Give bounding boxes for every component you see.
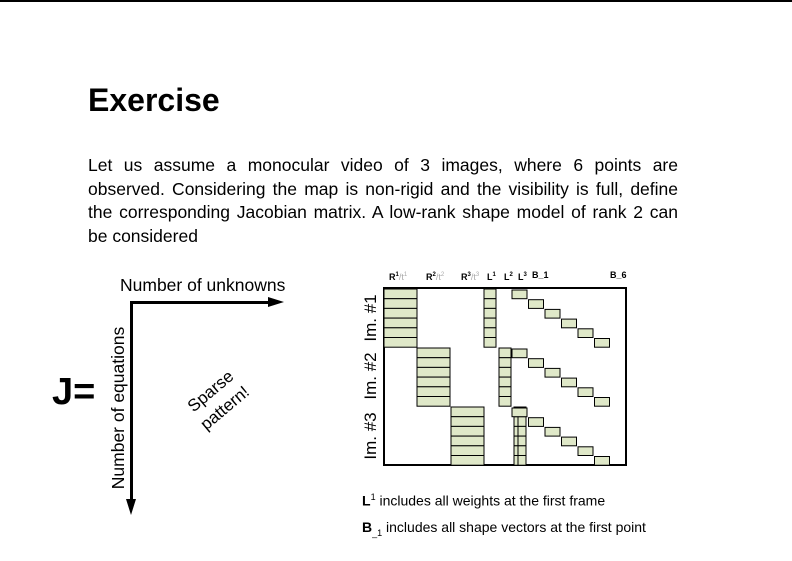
shape-block-cell: [561, 377, 577, 388]
weight-block-cell: [517, 425, 527, 437]
pose-block-cell: [383, 327, 418, 338]
shape-block-cell: [544, 308, 561, 319]
pose-block-cell: [416, 357, 451, 368]
unknowns-axis: [130, 301, 270, 304]
equations-arrow-icon: [126, 499, 136, 515]
note-b1: B_1 includes all shape vectors at the fi…: [362, 519, 646, 538]
pose-block-cell: [383, 298, 418, 309]
weight-block-cell: [498, 357, 512, 368]
shape-block-cell: [528, 358, 544, 368]
pose-block-cell: [416, 347, 451, 359]
shape-block-cell: [594, 456, 610, 466]
col-label-l2: L2: [504, 272, 513, 282]
col-label-l3: L3: [518, 272, 527, 282]
unknowns-label: Number of unknowns: [120, 275, 286, 295]
pose-block-cell: [383, 307, 418, 319]
weight-block-cell: [498, 366, 512, 378]
weight-block-cell: [517, 435, 527, 447]
pose-block-cell: [383, 337, 418, 348]
row-label-im2: Im. #2: [361, 352, 380, 400]
weight-block-cell: [517, 455, 527, 466]
shape-block-cell: [561, 318, 577, 329]
weight-block-cell: [498, 347, 512, 359]
pose-block-cell: [450, 406, 485, 418]
matrix-frame: [383, 287, 627, 466]
shape-block-cell: [594, 397, 610, 407]
row-label-im1: Im. #1: [361, 294, 380, 342]
weight-block-cell: [483, 288, 497, 300]
equations-axis: [130, 301, 133, 501]
shape-block-cell: [511, 348, 528, 359]
weight-block-cell: [483, 307, 497, 319]
col-label-b6: B_6: [610, 270, 627, 280]
pose-block-cell: [416, 376, 451, 388]
top-rule: [0, 0, 792, 2]
pose-block-cell: [450, 435, 485, 447]
shape-block-cell: [561, 436, 577, 447]
col-label-r2-t2: R2/t2: [426, 272, 445, 282]
shape-block-cell: [577, 446, 594, 456]
col-label-r3-t3: R3/t3: [461, 272, 480, 282]
weight-block-cell: [498, 396, 512, 407]
shape-block-cell: [511, 407, 528, 418]
slide-title: Exercise: [88, 82, 220, 118]
pose-block-cell: [450, 455, 485, 466]
pose-block-cell: [450, 425, 485, 437]
pose-block-cell: [416, 366, 451, 378]
col-label-b1: B_1: [532, 270, 549, 280]
pose-block-cell: [450, 445, 485, 456]
pose-block-cell: [383, 317, 418, 329]
row-label-im3: Im. #3: [361, 412, 380, 460]
weight-block-cell: [483, 327, 497, 338]
note-l1: L1 includes all weights at the first fra…: [362, 492, 606, 509]
pose-block-cell: [450, 416, 485, 427]
matrix-blocks: [383, 288, 610, 466]
weight-block-cell: [517, 445, 527, 456]
weight-block-cell: [483, 337, 497, 348]
weight-block-cell: [517, 416, 527, 427]
pose-block-cell: [416, 396, 451, 407]
exercise-text: Let us assume a monocular video of 3 ima…: [88, 155, 678, 246]
weight-block-cell: [483, 317, 497, 329]
shape-block-cell: [544, 426, 561, 437]
weight-block-cell: [483, 298, 497, 309]
shape-block-cell: [577, 387, 594, 397]
shape-block-cell: [528, 299, 544, 309]
shape-block-cell: [544, 367, 561, 378]
shape-block-cell: [594, 338, 610, 348]
shape-block-cell: [511, 289, 528, 300]
col-label-r1-t1: R1/t1: [389, 272, 408, 282]
col-label-l1: L1: [487, 272, 496, 282]
shape-block-cell: [577, 328, 594, 338]
weight-block-cell: [498, 386, 512, 397]
pose-block-cell: [416, 386, 451, 397]
shape-block-cell: [528, 417, 544, 427]
weight-block-cell: [498, 376, 512, 388]
unknowns-arrow-icon: [268, 297, 284, 307]
pose-block-cell: [383, 288, 418, 300]
jacobian-symbol: J=: [52, 371, 96, 413]
